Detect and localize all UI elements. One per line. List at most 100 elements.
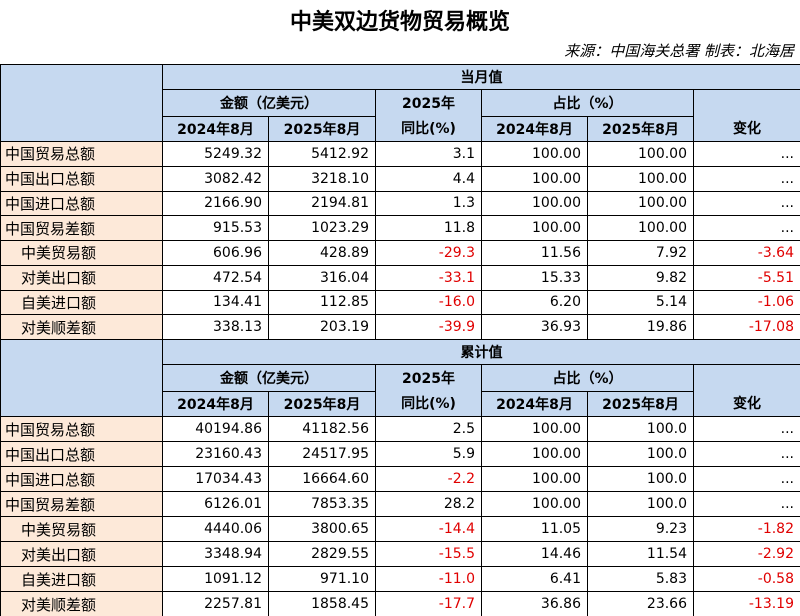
- cell-value: 40194.86: [162, 416, 269, 442]
- cell-value: 3218.10: [268, 165, 376, 192]
- cell-value: 41182.56: [268, 416, 376, 442]
- header-share: 占比（%）: [481, 364, 694, 392]
- cell-value: 9.23: [587, 516, 694, 542]
- header-col: 2025年8月: [587, 391, 694, 417]
- header-yoy: 同比(%): [401, 121, 456, 138]
- header-col: 2025年8月: [268, 391, 376, 417]
- header-change: 变化: [693, 364, 800, 417]
- source: 来源：中国海关总署 制表：北海居: [564, 42, 794, 60]
- header-yoy: 2025年同比(%): [375, 89, 482, 142]
- cell-value: 5.14: [587, 289, 694, 316]
- cell-value: 2194.81: [268, 190, 376, 217]
- cell-value: 23.66: [587, 591, 694, 616]
- row-label: 中国贸易总额: [0, 141, 163, 167]
- cell-value: -0.58: [693, 566, 800, 592]
- cell-value: -17.08: [693, 314, 800, 340]
- cell-value: 100.00: [587, 190, 694, 217]
- cell-value: 112.85: [268, 289, 376, 316]
- cell-value: 14.46: [481, 541, 588, 567]
- cell-value: 100.00: [481, 491, 588, 517]
- header-col: 2025年8月: [268, 116, 376, 142]
- cell-value: 100.00: [587, 215, 694, 241]
- cell-value: 1.3: [375, 190, 482, 217]
- cell-value: 36.93: [481, 314, 588, 340]
- cell-value: ...: [693, 441, 800, 467]
- cell-value: 100.00: [587, 141, 694, 167]
- cell-value: -16.0: [375, 289, 482, 316]
- cell-value: 2166.90: [162, 190, 269, 217]
- cell-value: 11.05: [481, 516, 588, 542]
- row-label: 中国出口总额: [0, 441, 163, 467]
- row-label: 对美出口额: [0, 264, 163, 291]
- cell-value: 5249.32: [162, 141, 269, 167]
- header-yoy_year: 2025年: [402, 95, 455, 112]
- cell-value: 17034.43: [162, 466, 269, 492]
- cell-value: 1858.45: [268, 591, 376, 616]
- row-label: 中国贸易总额: [0, 416, 163, 442]
- cell-value: 100.00: [481, 215, 588, 241]
- header-yoy: 同比(%): [401, 396, 456, 413]
- cell-value: -15.5: [375, 541, 482, 567]
- cell-value: ...: [693, 165, 800, 192]
- row-label: 中国进口总额: [0, 190, 163, 217]
- cell-value: -3.64: [693, 240, 800, 266]
- cell-value: 2.5: [375, 416, 482, 442]
- cell-value: 100.00: [587, 165, 694, 192]
- section-name: 当月值: [162, 64, 800, 90]
- row-label: 中国贸易差额: [0, 215, 163, 241]
- cell-value: 7.92: [587, 240, 694, 266]
- corner-cell: [0, 64, 163, 142]
- row-label: 对美顺差额: [0, 591, 163, 616]
- cell-value: -11.0: [375, 566, 482, 592]
- cell-value: 5412.92: [268, 141, 376, 167]
- cell-value: 2257.81: [162, 591, 269, 616]
- cell-value: 3.1: [375, 141, 482, 167]
- cell-value: 100.00: [481, 190, 588, 217]
- cell-value: 6126.01: [162, 491, 269, 517]
- cell-value: 472.54: [162, 264, 269, 291]
- cell-value: 6.41: [481, 566, 588, 592]
- cell-value: 11.54: [587, 541, 694, 567]
- row-label: 中美贸易额: [0, 516, 163, 542]
- cell-value: 338.13: [162, 314, 269, 340]
- cell-value: 971.10: [268, 566, 376, 592]
- cell-value: 36.86: [481, 591, 588, 616]
- cell-value: 11.8: [375, 215, 482, 241]
- cell-value: ...: [693, 466, 800, 492]
- cell-value: ...: [693, 190, 800, 217]
- cell-value: 428.89: [268, 240, 376, 266]
- cell-value: 100.0: [587, 491, 694, 517]
- cell-value: 28.2: [375, 491, 482, 517]
- cell-value: -39.9: [375, 314, 482, 340]
- header-share: 占比（%）: [481, 89, 694, 117]
- cell-value: 4440.06: [162, 516, 269, 542]
- row-label: 自美进口额: [0, 289, 163, 316]
- cell-value: ...: [693, 491, 800, 517]
- cell-value: 9.82: [587, 264, 694, 291]
- row-label: 中国进口总额: [0, 466, 163, 492]
- cell-value: 3348.94: [162, 541, 269, 567]
- cell-value: 100.00: [481, 416, 588, 442]
- header-change: 变化: [693, 89, 800, 142]
- header-col: 2024年8月: [481, 116, 588, 142]
- cell-value: -5.51: [693, 264, 800, 291]
- row-label: 中国贸易差额: [0, 491, 163, 517]
- cell-value: 316.04: [268, 264, 376, 291]
- row-label: 中美贸易额: [0, 240, 163, 266]
- cell-value: 3082.42: [162, 165, 269, 192]
- cell-value: 915.53: [162, 215, 269, 241]
- cell-value: 134.41: [162, 289, 269, 316]
- row-label: 对美顺差额: [0, 314, 163, 340]
- cell-value: 1091.12: [162, 566, 269, 592]
- cell-value: ...: [693, 141, 800, 167]
- cell-value: 1023.29: [268, 215, 376, 241]
- cell-value: -13.19: [693, 591, 800, 616]
- row-label: 自美进口额: [0, 566, 163, 592]
- row-label: 中国出口总额: [0, 165, 163, 192]
- cell-value: 19.86: [587, 314, 694, 340]
- cell-value: 606.96: [162, 240, 269, 266]
- title: 中美双边货物贸易概览: [289, 10, 510, 35]
- cell-value: 23160.43: [162, 441, 269, 467]
- cell-value: 100.0: [587, 441, 694, 467]
